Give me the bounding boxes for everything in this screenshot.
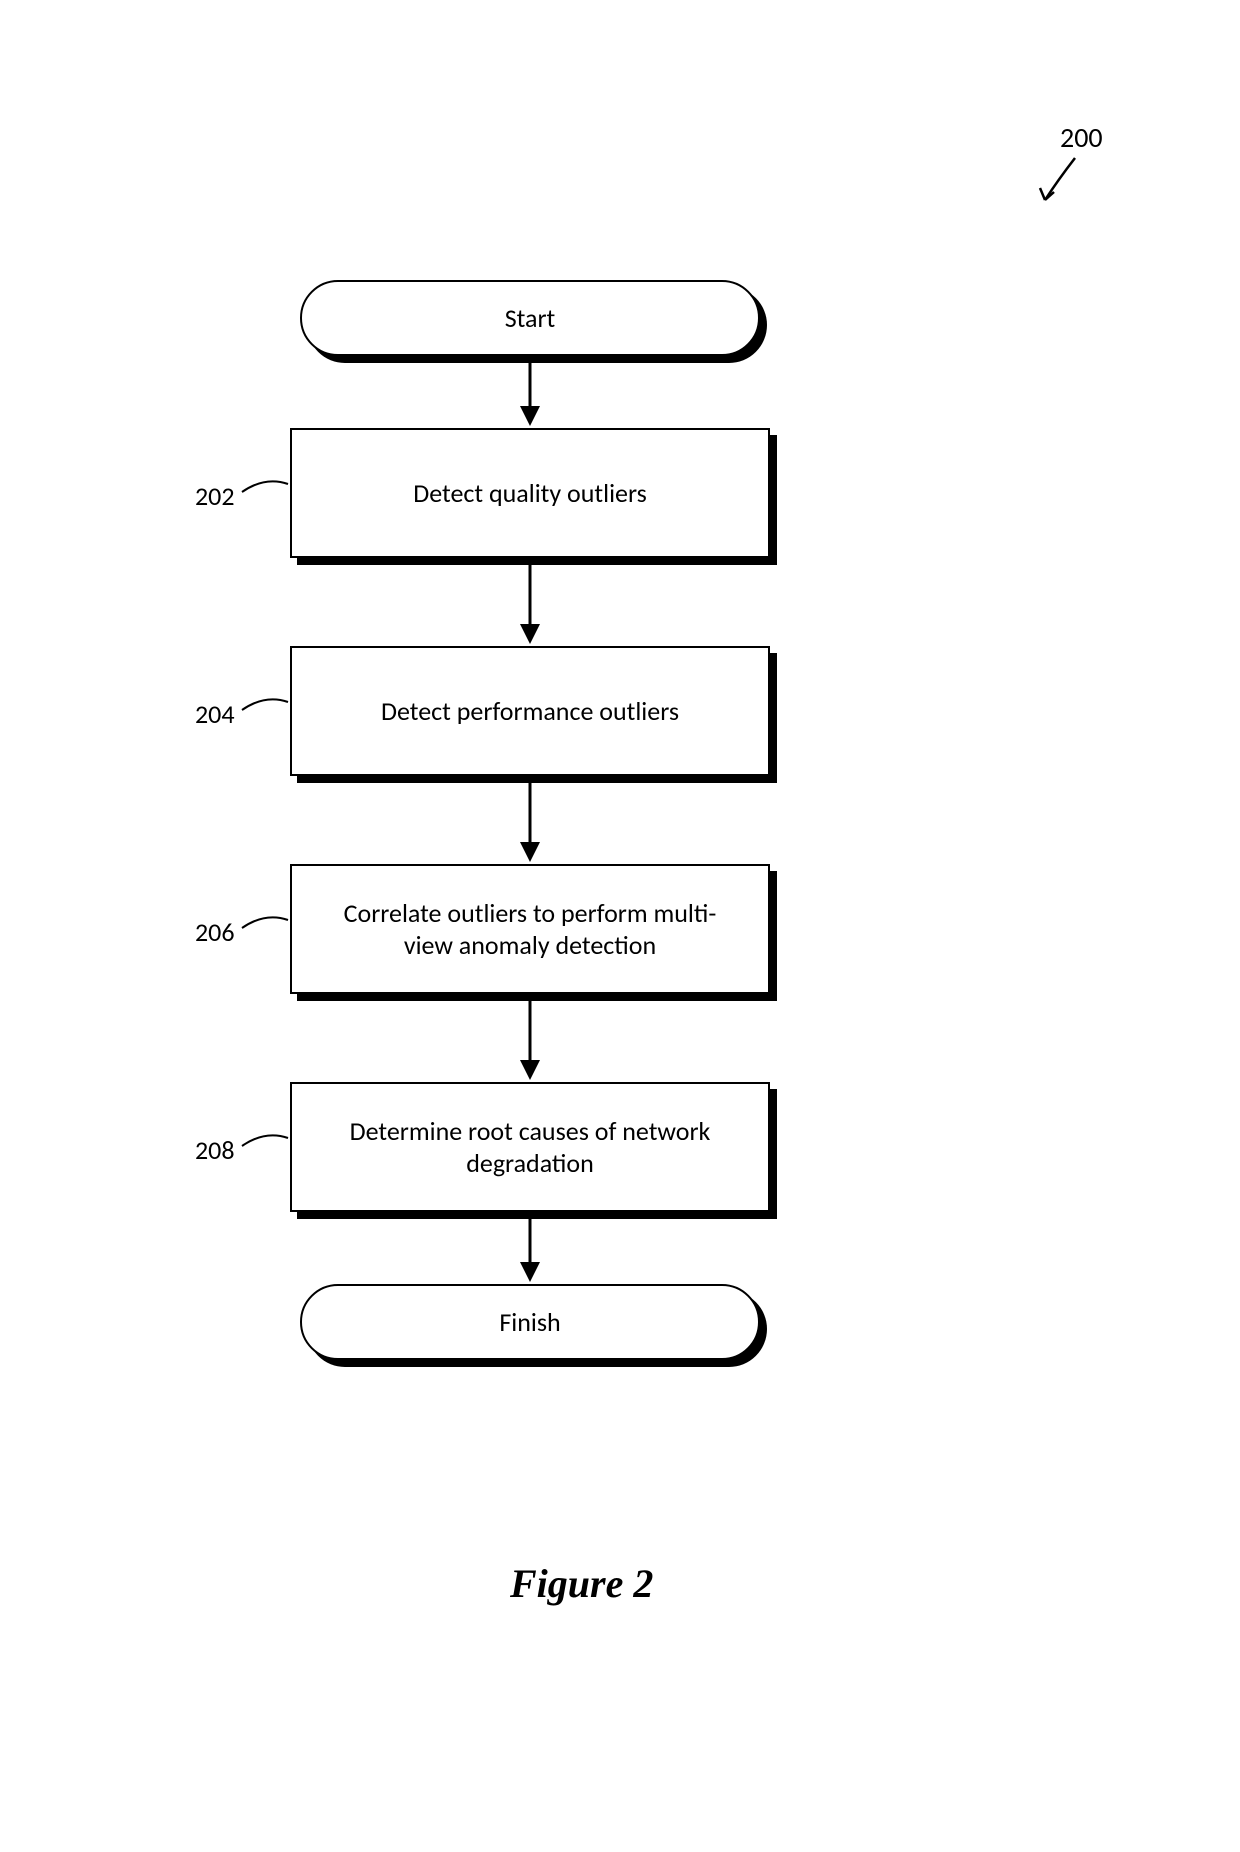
- arrow-step1-to-step2: [180, 558, 880, 646]
- arrow-step3-to-step4: [180, 994, 880, 1082]
- node-step1-ref-curve: [240, 470, 290, 500]
- node-step4-label: Determine root causes of network degrada…: [322, 1115, 738, 1180]
- node-step4-ref-curve: [240, 1124, 290, 1154]
- node-start-label: Start: [505, 302, 556, 335]
- flowchart-container: Start Detect quality outliers 202 Detect…: [180, 280, 880, 1360]
- node-start: Start: [300, 280, 760, 356]
- node-step3-ref: 206: [195, 916, 235, 948]
- arrow-step4-to-finish: [180, 1212, 880, 1284]
- node-finish-label: Finish: [499, 1306, 560, 1339]
- node-step1-label: Detect quality outliers: [413, 477, 647, 510]
- node-step1: Detect quality outliers 202: [290, 428, 770, 558]
- node-step2: Detect performance outliers 204: [290, 646, 770, 776]
- node-step1-ref: 202: [195, 480, 235, 512]
- diagram-reference-arrow: [1030, 150, 1090, 220]
- node-step2-ref-curve: [240, 688, 290, 718]
- node-step2-ref: 204: [195, 698, 235, 730]
- node-finish: Finish: [300, 1284, 760, 1360]
- arrow-start-to-step1: [180, 356, 880, 428]
- node-step3-ref-curve: [240, 906, 290, 936]
- arrow-step2-to-step3: [180, 776, 880, 864]
- node-step3: Correlate outliers to perform multi-view…: [290, 864, 770, 994]
- node-step2-label: Detect performance outliers: [381, 695, 679, 728]
- node-step3-label: Correlate outliers to perform multi-view…: [322, 897, 738, 962]
- node-step4-ref: 208: [195, 1134, 235, 1166]
- figure-label: Figure 2: [510, 1560, 653, 1607]
- node-step4: Determine root causes of network degrada…: [290, 1082, 770, 1212]
